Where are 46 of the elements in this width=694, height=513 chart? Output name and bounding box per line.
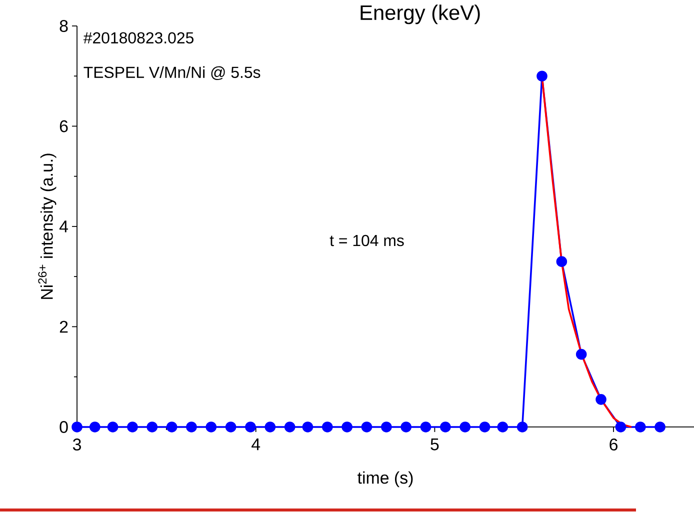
point — [615, 422, 626, 432]
y-axis-title: Ni$^{26+}$ intensity (a.u.) — [38, 154, 56, 299]
point — [284, 422, 296, 432]
point — [264, 422, 276, 432]
point — [186, 422, 197, 432]
x-tick-label: 3 — [72, 438, 81, 451]
annotation: #20180823.025 — [83, 32, 194, 44]
point — [556, 256, 568, 267]
point — [245, 422, 256, 432]
point — [460, 422, 470, 432]
chart-title: Energy (keV) — [360, 4, 480, 24]
point — [400, 422, 412, 432]
annotation: t = 104 ms — [330, 234, 404, 246]
point — [146, 422, 158, 432]
point — [654, 422, 666, 432]
annotation: TESPEL V/Mn/Ni @ 5.5s — [84, 66, 260, 80]
y-tick-label: 6 — [60, 120, 68, 132]
point — [72, 422, 82, 432]
point — [302, 422, 314, 432]
point — [440, 422, 451, 432]
point — [127, 422, 138, 432]
point — [361, 422, 372, 432]
y-tick-label: 4 — [59, 220, 68, 232]
point — [497, 422, 508, 432]
point — [322, 422, 333, 432]
x-axis-title: time (s) — [358, 471, 413, 488]
point — [479, 422, 490, 432]
point — [596, 394, 606, 405]
x-tick-label: 6 — [610, 438, 618, 451]
point — [420, 422, 432, 432]
x-tick-label: 4 — [252, 438, 260, 450]
point — [342, 422, 352, 432]
point — [89, 422, 100, 432]
y-tick-label: 0 — [60, 420, 68, 433]
point — [536, 70, 548, 82]
y-tick-label: 8 — [60, 20, 68, 32]
point — [516, 422, 528, 432]
y-tick-label: 2 — [60, 320, 68, 333]
point — [107, 422, 118, 432]
point — [206, 422, 217, 432]
point — [225, 422, 236, 432]
point — [381, 422, 392, 432]
x-tick-label: 5 — [430, 438, 439, 450]
point — [576, 348, 587, 360]
point — [166, 422, 178, 432]
point — [634, 422, 646, 432]
